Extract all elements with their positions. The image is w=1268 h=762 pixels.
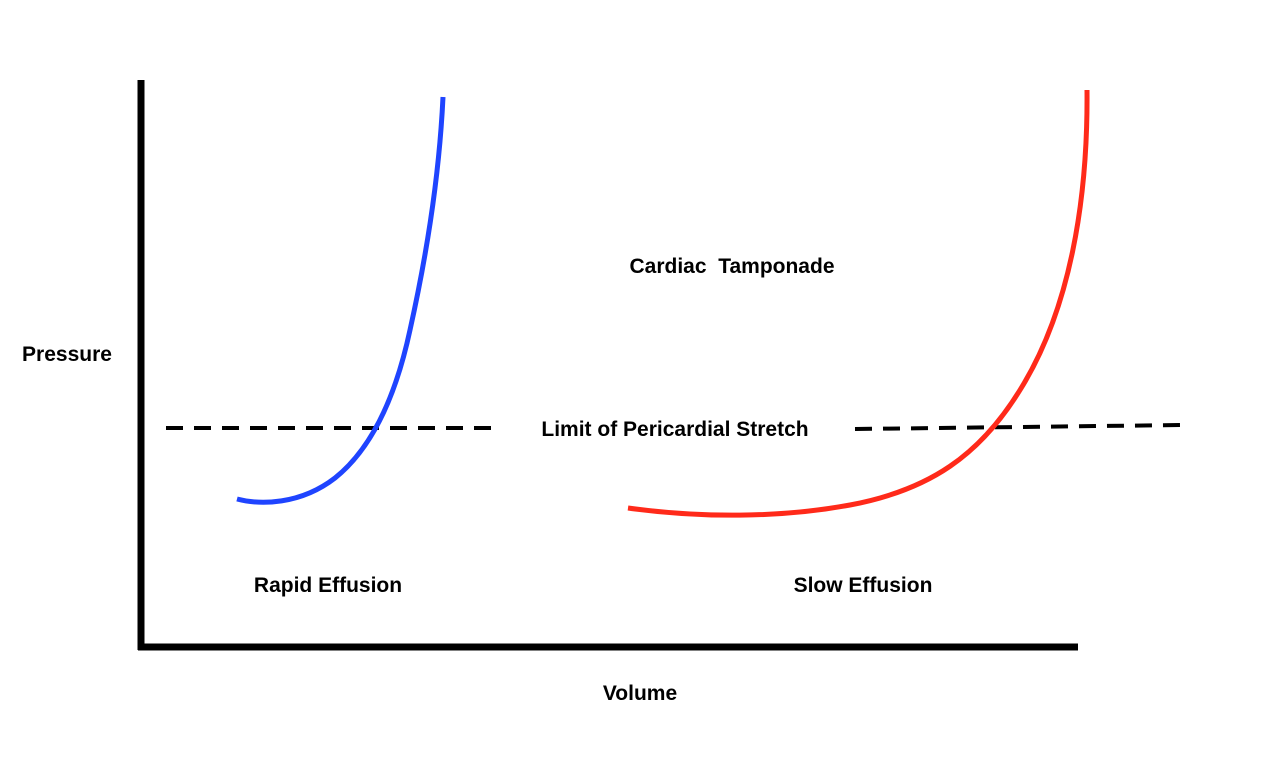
threshold-label: Limit of Pericardial Stretch xyxy=(541,418,808,441)
slow-effusion-label: Slow Effusion xyxy=(794,574,933,597)
y-axis-label: Pressure xyxy=(22,343,112,366)
x-axis-label: Volume xyxy=(603,682,677,705)
slow-effusion-curve xyxy=(627,89,1090,518)
rapid-effusion-curve xyxy=(236,96,446,505)
threshold-dashed-line-right xyxy=(854,423,1183,431)
region-label-cardiac-tamponade: Cardiac Tamponade xyxy=(630,255,835,278)
rapid-effusion-label: Rapid Effusion xyxy=(254,574,402,597)
